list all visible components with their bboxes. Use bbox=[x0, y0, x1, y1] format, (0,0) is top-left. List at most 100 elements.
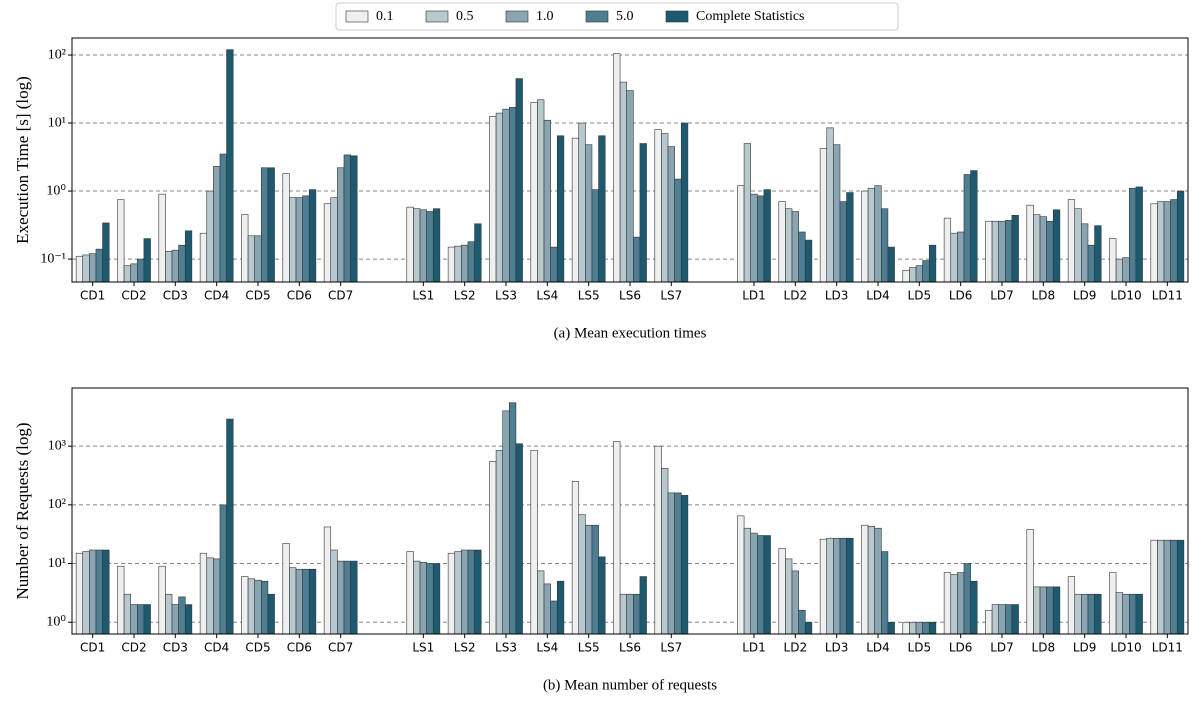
bar bbox=[619, 81, 627, 283]
bar bbox=[950, 574, 958, 635]
bar bbox=[985, 220, 993, 283]
bar bbox=[413, 208, 421, 283]
bar bbox=[1026, 204, 1034, 283]
bar bbox=[432, 208, 441, 283]
bar bbox=[985, 609, 993, 635]
bar bbox=[1081, 593, 1089, 635]
bar bbox=[530, 102, 538, 283]
bar bbox=[454, 245, 462, 283]
x-tick-label: LD6 bbox=[949, 289, 973, 303]
y-axis-label: Execution Time [s] (log) bbox=[13, 76, 32, 244]
x-tick-label: CD1 bbox=[80, 641, 105, 655]
legend-swatch bbox=[425, 10, 449, 23]
x-tick-label: LD10 bbox=[1110, 289, 1141, 303]
x-tick-label: CD1 bbox=[80, 289, 105, 303]
bar bbox=[613, 441, 621, 635]
x-tick-label: CD5 bbox=[245, 641, 270, 655]
x-tick-label: CD3 bbox=[163, 289, 188, 303]
bar bbox=[502, 108, 510, 283]
bar bbox=[426, 563, 434, 635]
bar bbox=[654, 129, 662, 283]
bar bbox=[661, 467, 669, 635]
bar bbox=[137, 258, 145, 283]
bar bbox=[495, 450, 503, 635]
bar bbox=[591, 524, 599, 635]
bar bbox=[1129, 187, 1137, 283]
bar bbox=[1170, 199, 1178, 283]
bar bbox=[261, 167, 269, 283]
bar bbox=[991, 604, 999, 635]
axes-frame bbox=[71, 387, 1189, 635]
bar bbox=[302, 195, 310, 283]
bar bbox=[626, 90, 634, 283]
bar bbox=[1087, 244, 1095, 283]
bar bbox=[515, 78, 523, 283]
bar bbox=[419, 561, 427, 635]
x-tick-label: CD4 bbox=[204, 289, 229, 303]
x-tick-label: CD6 bbox=[287, 289, 312, 303]
x-tick-label: LD2 bbox=[784, 641, 808, 655]
bar bbox=[226, 418, 234, 635]
bar bbox=[785, 208, 793, 283]
bar bbox=[419, 209, 427, 283]
bar bbox=[1039, 216, 1047, 283]
bar bbox=[461, 549, 469, 635]
y-tick-label: 10⁰ bbox=[46, 183, 66, 198]
bar bbox=[750, 193, 758, 283]
x-tick-label: CD6 bbox=[287, 641, 312, 655]
x-tick-label: LS3 bbox=[495, 289, 517, 303]
bar bbox=[1129, 593, 1137, 635]
legend-swatch bbox=[345, 10, 369, 23]
bar bbox=[247, 235, 255, 283]
x-tick-label: LD4 bbox=[866, 289, 890, 303]
bar bbox=[928, 621, 937, 635]
bar bbox=[791, 570, 799, 635]
bar bbox=[626, 593, 634, 635]
bar bbox=[991, 220, 999, 283]
bar bbox=[785, 558, 793, 635]
bar bbox=[798, 609, 806, 635]
bar bbox=[330, 549, 338, 635]
x-tick-label: CD5 bbox=[245, 289, 270, 303]
x-tick-label: LS6 bbox=[619, 641, 641, 655]
bar bbox=[254, 235, 262, 283]
bar bbox=[922, 260, 930, 283]
bar bbox=[137, 604, 145, 635]
bar bbox=[226, 49, 234, 283]
bar bbox=[598, 556, 606, 635]
bar bbox=[1026, 529, 1034, 635]
bar bbox=[909, 621, 917, 635]
bar bbox=[778, 548, 786, 635]
x-tick-label: LS6 bbox=[619, 289, 641, 303]
bar bbox=[165, 251, 173, 283]
bar bbox=[537, 99, 545, 283]
bar bbox=[1094, 593, 1102, 635]
y-tick-label: 10⁻¹ bbox=[40, 251, 66, 266]
bar bbox=[667, 146, 675, 283]
bar bbox=[957, 231, 965, 283]
bar bbox=[943, 217, 952, 283]
bar bbox=[289, 197, 297, 283]
bar bbox=[75, 255, 84, 283]
bar bbox=[804, 621, 813, 635]
bar bbox=[89, 549, 97, 635]
bar bbox=[1176, 190, 1185, 283]
bar bbox=[184, 230, 193, 283]
bar bbox=[909, 267, 917, 283]
y-tick-label: 10³ bbox=[48, 438, 66, 453]
bar bbox=[158, 193, 166, 283]
bar bbox=[1046, 220, 1054, 283]
x-tick-label: LS3 bbox=[495, 641, 517, 655]
caption: (b) Mean number of requests bbox=[543, 677, 717, 693]
bar bbox=[213, 558, 221, 635]
bar bbox=[117, 565, 125, 635]
bar bbox=[302, 568, 310, 635]
bar bbox=[674, 492, 682, 635]
bar bbox=[963, 563, 971, 635]
bar bbox=[474, 549, 482, 635]
bar bbox=[667, 492, 675, 635]
bar bbox=[426, 211, 434, 283]
bar bbox=[330, 197, 338, 283]
bar bbox=[261, 580, 269, 635]
bar bbox=[556, 135, 565, 283]
